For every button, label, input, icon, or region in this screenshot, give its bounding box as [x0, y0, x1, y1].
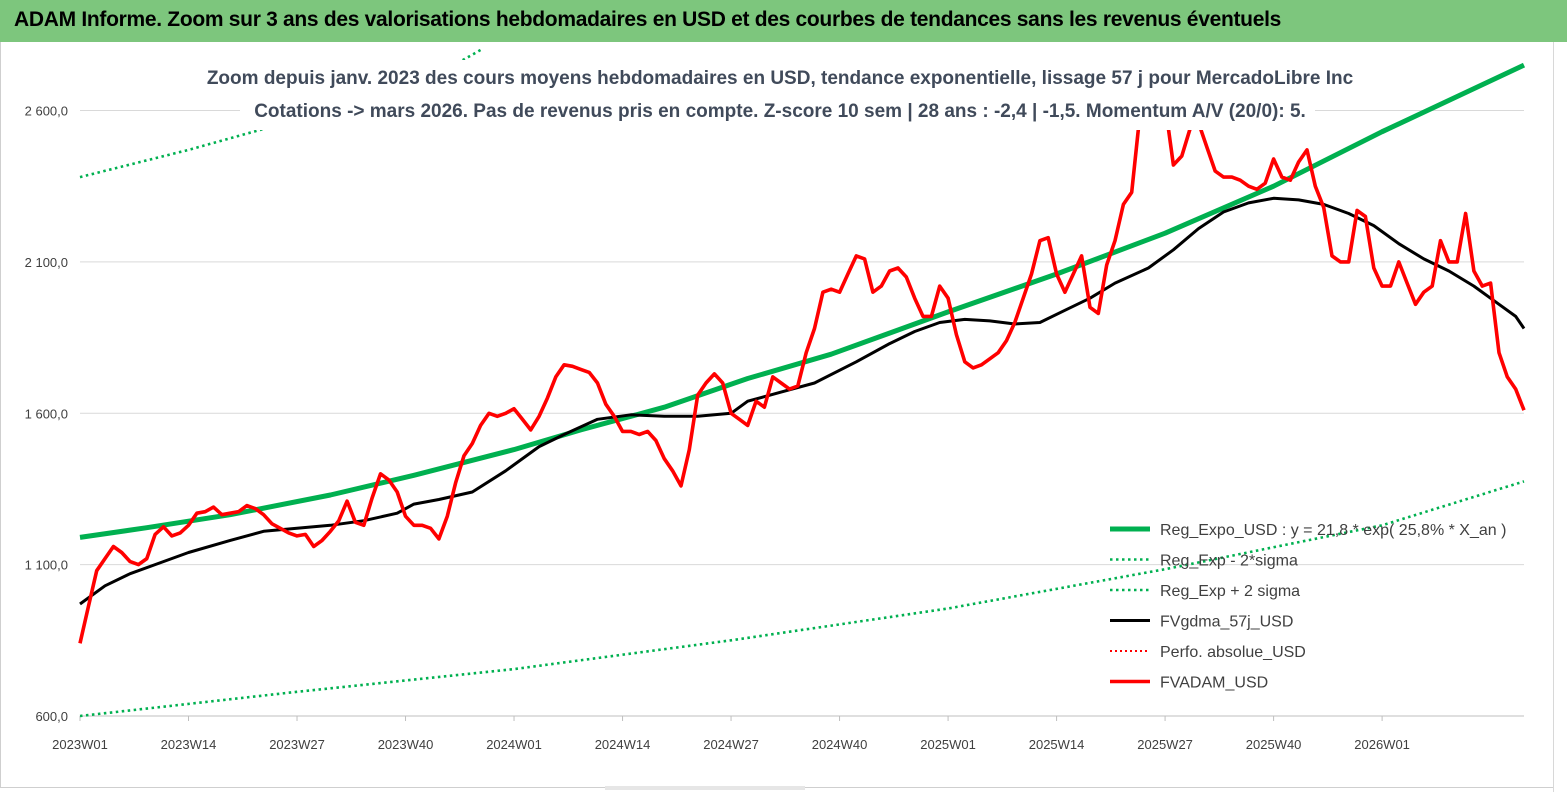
- x-tick-label: 2023W40: [378, 737, 434, 752]
- chart-title-background: [240, 60, 1315, 130]
- legend-label: Reg_Expo_USD : y = 21,8 * exp( 25,8% * X…: [1160, 522, 1506, 539]
- x-tick-label: 2025W27: [1137, 737, 1193, 752]
- x-tick-label: 2023W27: [269, 737, 325, 752]
- chart-title-line-1: Zoom depuis janv. 2023 des cours moyens …: [207, 68, 1354, 89]
- x-tick-label: 2025W14: [1029, 737, 1085, 752]
- x-tick-label: 2025W40: [1246, 737, 1302, 752]
- y-tick-label: 2 600,0: [25, 104, 68, 119]
- legend-label: FVADAM_USD: [1160, 675, 1268, 692]
- report-banner: ADAM Informe. Zoom sur 3 ans des valoris…: [0, 0, 1567, 43]
- series-line-fvgdma-57j-usd: [79, 196, 1526, 606]
- x-tick-label: 2024W14: [595, 737, 651, 752]
- y-tick-label: 1 600,0: [25, 406, 68, 421]
- x-tick-label: 2024W40: [812, 737, 868, 752]
- bottom-marker: [605, 786, 805, 790]
- x-tick-label: 2024W01: [486, 737, 542, 752]
- x-tick-label: 2026W01: [1354, 737, 1410, 752]
- legend-label: Reg_Exp - 2*sigma: [1160, 553, 1298, 570]
- series-line-fvadam-usd: [78, 102, 1526, 644]
- series-line-reg-expo-usd-y-21-8-exp-25-8-x-an: [79, 62, 1526, 540]
- right-margin-strip: [1553, 42, 1567, 792]
- axes: 600,0 1 100,0 1 600,0 2 100,0 2 600,0 2023W01…: [25, 104, 1524, 752]
- legend-label: FVgdma_57j_USD: [1160, 614, 1293, 631]
- report-title: ADAM Informe. Zoom sur 3 ans des valoris…: [14, 8, 1281, 31]
- legend: Reg_Expo_USD : y = 21,8 * exp( 25,8% * X…: [1110, 522, 1506, 692]
- x-tick-label: 2025W01: [920, 737, 976, 752]
- x-tick-label: 2024W27: [703, 737, 759, 752]
- x-tick-label: 2023W01: [52, 737, 108, 752]
- x-tick-label: 2023W14: [161, 737, 217, 752]
- y-tick-label: 600,0: [35, 709, 68, 724]
- y-tick-label: 2 100,0: [25, 255, 68, 270]
- y-tick-label: 1 100,0: [25, 558, 68, 573]
- chart-title-line-2: Cotations -> mars 2026. Pas de revenus p…: [254, 101, 1306, 122]
- legend-label: Perfo. absolue_USD: [1160, 644, 1306, 661]
- legend-label: Reg_Exp + 2 sigma: [1160, 583, 1300, 600]
- series-line-reg-exp-2-sigma: [79, 480, 1525, 718]
- series-group: [78, 48, 1526, 718]
